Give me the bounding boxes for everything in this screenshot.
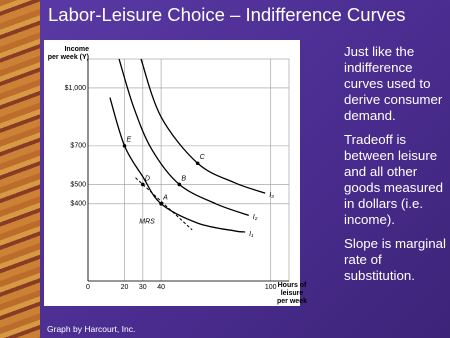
bullet: Just like the indifference curves used t… <box>344 44 443 123</box>
slide-title: Labor-Leisure Choice – Indifference Curv… <box>48 4 406 25</box>
x-tick-label: 40 <box>157 284 165 291</box>
bullet: Tradeoff is between leisure and all othe… <box>344 132 444 227</box>
x-axis-label: per week <box>277 298 307 305</box>
point <box>195 161 200 166</box>
x-tick-label: 100 <box>265 284 277 291</box>
indifference-curve <box>109 97 246 233</box>
mrs-label: MRS <box>139 219 155 226</box>
point <box>177 182 182 187</box>
curve-label: I₃ <box>269 192 274 199</box>
point <box>159 201 163 206</box>
bullet: Slope is marginal rate of substitution. <box>344 236 446 283</box>
point-label: B <box>181 175 186 182</box>
point-label: D <box>145 175 150 182</box>
y-axis-label: Income <box>64 46 89 53</box>
y-tick-label: $500 <box>70 181 86 188</box>
curve-label: I₂ <box>253 214 258 221</box>
x-axis-label: leisure <box>281 290 304 297</box>
x-tick-label: 0 <box>86 284 90 291</box>
x-tick-label: 30 <box>139 284 147 291</box>
indifference-curve <box>140 58 266 194</box>
chart-panel <box>44 40 300 306</box>
y-axis-label: per week (Y) <box>48 54 89 61</box>
x-axis-label: Hours of <box>278 282 307 289</box>
y-tick-label: $400 <box>70 201 86 208</box>
point-label: A <box>162 195 168 202</box>
point <box>141 182 145 187</box>
x-tick-label: 20 <box>121 284 129 291</box>
curve-label: I₁ <box>249 231 254 238</box>
decor-strip <box>0 0 40 338</box>
mrs-tangent <box>135 177 193 231</box>
bullet-list: Just like the indifference curves used t… <box>344 44 448 292</box>
point-label: C <box>200 154 206 161</box>
y-tick-label: $1,000 <box>65 85 87 92</box>
point-label: E <box>127 137 132 144</box>
plot-frame <box>87 58 290 282</box>
point <box>122 144 127 148</box>
credit: Graph by Harcourt, Inc. <box>47 324 136 334</box>
indifference-curve <box>118 58 250 216</box>
y-tick-label: $700 <box>70 143 86 150</box>
